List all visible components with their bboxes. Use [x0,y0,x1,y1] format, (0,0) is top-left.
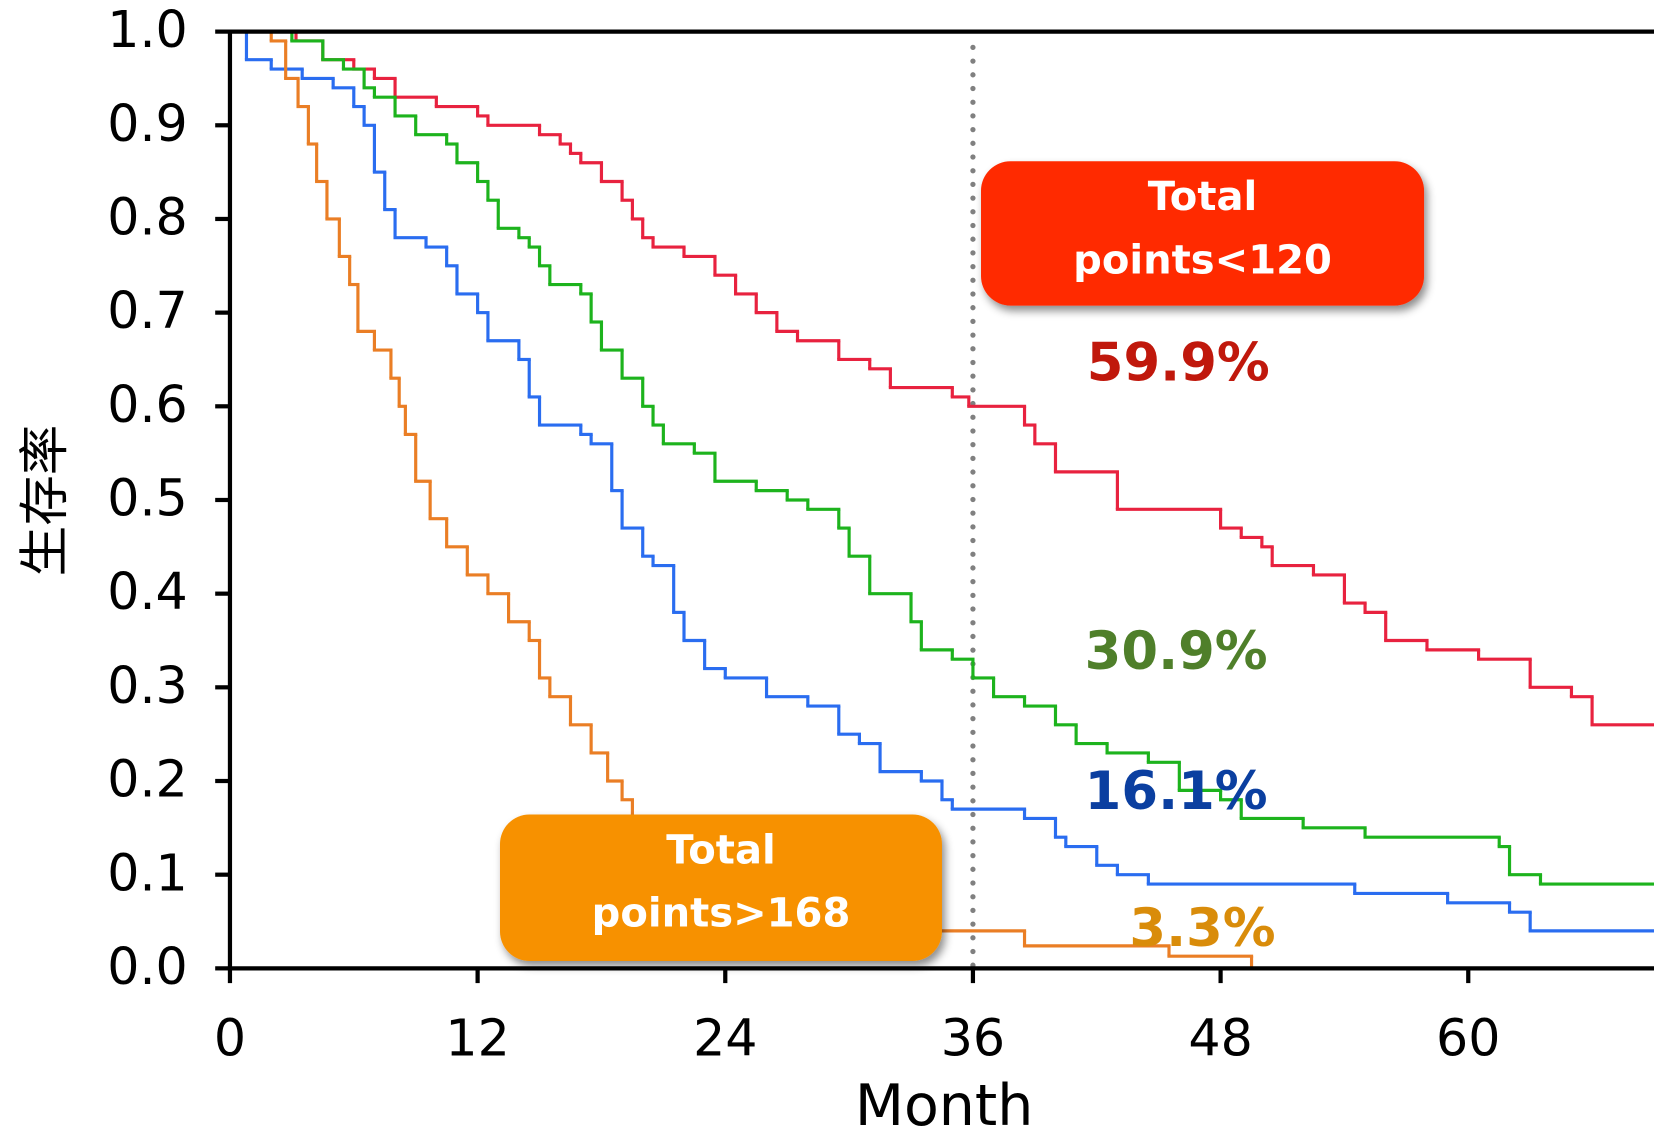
x-tick-label: 60 [1436,1009,1500,1068]
y-tick-label: 0.0 [107,937,188,996]
annotation: 16.1% [1085,761,1268,822]
y-tick-label: 0.6 [107,375,188,434]
y-tick-label: 1.0 [107,0,188,59]
label-box [499,814,942,961]
x-tick-label: 48 [1188,1009,1252,1068]
annotation: 30.9% [1085,621,1268,682]
y-tick-label: 0.7 [107,281,188,340]
label-box-text: points<120 [1073,237,1332,283]
label-box-text: Total [1148,174,1257,220]
y-axis-label: 生存率 [15,425,74,577]
annotation: 59.9% [1087,332,1270,393]
label-box-text: Total [666,827,775,873]
x-tick-label: 36 [941,1009,1005,1068]
x-tick-label: 24 [693,1009,757,1068]
y-tick-label: 0.9 [107,94,188,153]
y-tick-label: 0.8 [107,188,188,247]
x-axis-label: Month [855,1073,1034,1138]
annotation: 3.3% [1129,898,1275,959]
x-tick-label: 12 [445,1009,509,1068]
label-box [981,161,1425,306]
y-tick-label: 0.1 [107,843,188,902]
plot-area [229,30,1654,970]
y-tick-label: 0.5 [107,469,188,528]
label-box-text: points>168 [592,891,851,937]
x-tick-label: 0 [214,1009,246,1068]
y-tick-label: 0.4 [107,562,188,621]
y-tick-label: 0.3 [107,656,188,715]
y-tick-label: 0.2 [107,750,188,809]
